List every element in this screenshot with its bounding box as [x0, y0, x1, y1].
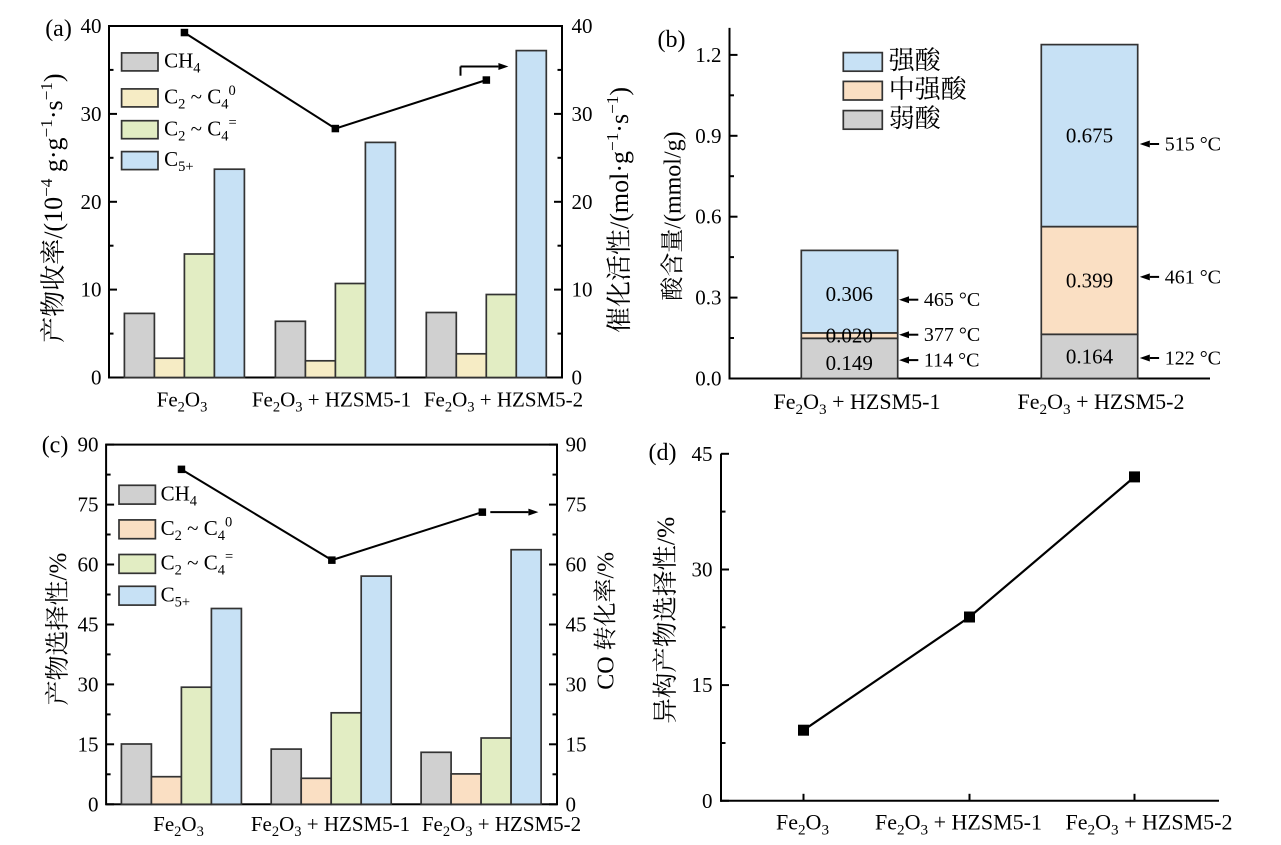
svg-text:515 °C: 515 °C — [1165, 134, 1221, 156]
svg-text:Fe2O3 + HZSM5-1: Fe2O3 + HZSM5-1 — [774, 389, 941, 418]
svg-text:15: 15 — [78, 732, 99, 756]
svg-text:/(mmol/g): /(mmol/g) — [661, 131, 687, 228]
svg-text:1.2: 1.2 — [695, 43, 721, 67]
svg-text:45: 45 — [566, 613, 587, 637]
svg-text:0: 0 — [702, 789, 713, 813]
svg-text:10: 10 — [81, 278, 102, 302]
svg-text:(d): (d) — [649, 440, 677, 466]
svg-text:75: 75 — [566, 493, 587, 517]
svg-text:461 °C: 461 °C — [1165, 266, 1221, 288]
svg-text:20: 20 — [572, 190, 593, 214]
svg-text:90: 90 — [566, 433, 587, 457]
svg-text:C2 ~ C40: C2 ~ C40 — [161, 514, 233, 544]
svg-text:/%: /% — [651, 517, 680, 545]
svg-text:465 °C: 465 °C — [924, 289, 980, 311]
svg-text:0.675: 0.675 — [1066, 124, 1113, 148]
svg-text:60: 60 — [566, 553, 587, 577]
svg-text:0.164: 0.164 — [1066, 344, 1114, 368]
svg-text:15: 15 — [566, 732, 587, 756]
svg-text:/%: /% — [594, 552, 620, 579]
svg-text:45: 45 — [692, 442, 713, 466]
svg-text:90: 90 — [78, 433, 99, 457]
svg-text:30: 30 — [78, 672, 99, 696]
svg-text:0.6: 0.6 — [695, 205, 721, 229]
svg-text:75: 75 — [78, 493, 99, 517]
svg-text:20: 20 — [81, 190, 102, 214]
svg-text:0.0: 0.0 — [695, 367, 721, 391]
svg-text:30: 30 — [81, 102, 102, 126]
svg-text:30: 30 — [572, 102, 593, 126]
svg-text:0.306: 0.306 — [826, 282, 873, 306]
svg-text:Fe2O3 + HZSM5-1: Fe2O3 + HZSM5-1 — [251, 812, 410, 840]
svg-text:(a): (a) — [45, 16, 72, 42]
svg-text:0.149: 0.149 — [826, 351, 873, 375]
svg-text:Fe2O3: Fe2O3 — [157, 388, 208, 416]
svg-text:45: 45 — [78, 613, 99, 637]
svg-text:0.399: 0.399 — [1066, 269, 1113, 293]
svg-text:377 °C: 377 °C — [924, 324, 980, 346]
svg-text:0: 0 — [572, 366, 583, 390]
svg-text:30: 30 — [566, 672, 587, 696]
svg-text:Fe2O3 + HZSM5-2: Fe2O3 + HZSM5-2 — [1018, 389, 1185, 418]
svg-text:(b): (b) — [658, 27, 686, 53]
svg-text:0.3: 0.3 — [695, 286, 721, 310]
svg-text:0: 0 — [91, 366, 102, 390]
svg-text:/%: /% — [45, 553, 72, 581]
svg-text:0: 0 — [566, 792, 577, 816]
svg-text:30: 30 — [692, 558, 713, 582]
svg-text:0.020: 0.020 — [826, 324, 873, 348]
svg-text:40: 40 — [81, 14, 102, 38]
svg-text:15: 15 — [692, 673, 713, 697]
svg-text:114 °C: 114 °C — [924, 350, 980, 372]
svg-text:CO: CO — [594, 656, 620, 689]
svg-text:40: 40 — [572, 14, 593, 38]
svg-text:Fe2O3 + HZSM5-1: Fe2O3 + HZSM5-1 — [252, 388, 411, 416]
svg-text:60: 60 — [78, 553, 99, 577]
svg-text:122 °C: 122 °C — [1165, 348, 1221, 370]
svg-text:10: 10 — [572, 278, 593, 302]
svg-text:/(mol·g−1·s−1): /(mol·g−1·s−1) — [603, 87, 634, 229]
svg-text:/(10−4 g·g−1·s−1): /(10−4 g·g−1·s−1) — [37, 73, 68, 238]
svg-text:0.9: 0.9 — [695, 124, 721, 148]
svg-text:0: 0 — [88, 792, 99, 816]
svg-text:(c): (c) — [42, 433, 69, 459]
